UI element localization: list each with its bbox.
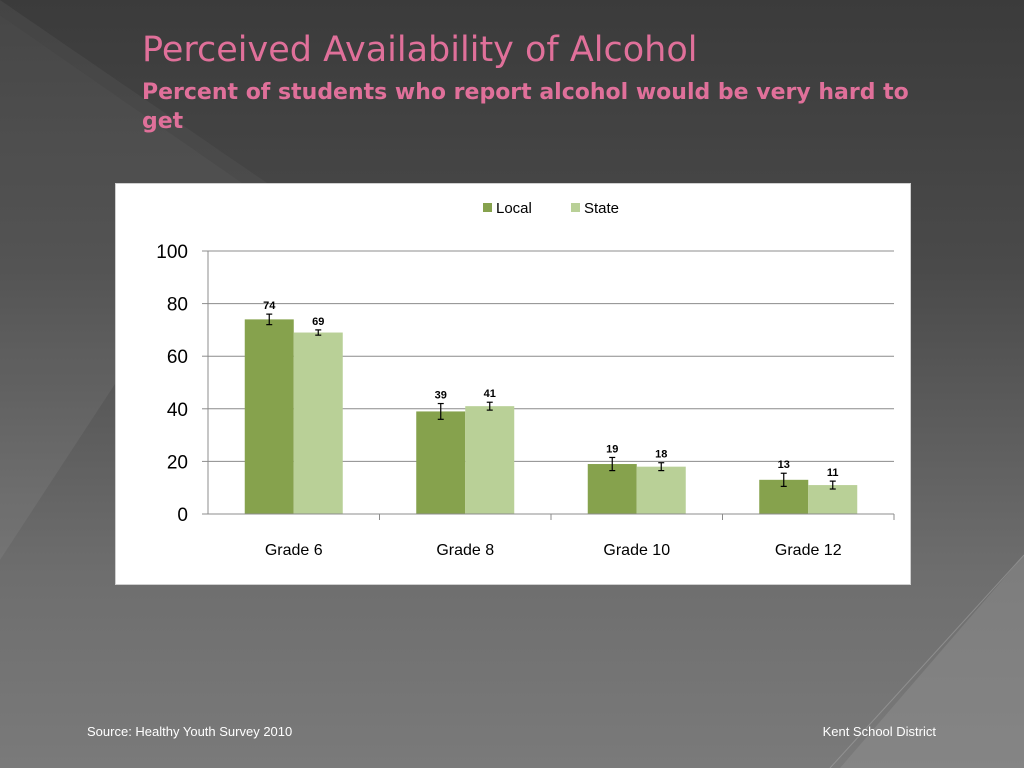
error-bar-state	[658, 462, 665, 472]
bar-local	[587, 464, 637, 514]
error-bar-local	[437, 402, 444, 420]
slide-title: Perceived Availability of Alcohol	[142, 30, 698, 70]
x-tick-label: Grade 8	[436, 542, 494, 559]
data-label: 41	[484, 388, 496, 400]
bar-state	[808, 485, 858, 514]
y-tick-label: 80	[167, 295, 188, 316]
error-bar-state	[315, 329, 322, 336]
error-bar-local	[780, 472, 787, 487]
error-bar-local	[266, 313, 273, 326]
y-tick-label: 0	[177, 505, 188, 526]
data-label: 11	[827, 467, 839, 479]
bar-chart: 0 20 40 60 80 100 Grade 6 74 69 Grade 8 39 41 Grade …	[156, 200, 895, 559]
bar-local	[416, 411, 466, 514]
y-tick-label: 40	[167, 400, 188, 421]
error-bar-state	[486, 401, 493, 411]
x-tick-label: Grade 10	[603, 542, 670, 559]
data-label: 13	[778, 459, 790, 471]
y-tick-label: 100	[156, 242, 188, 263]
data-label: 39	[435, 390, 447, 402]
legend-swatch-state	[571, 203, 580, 212]
legend-swatch-local	[483, 203, 492, 212]
bar-local	[244, 319, 294, 514]
y-tick-label: 60	[167, 347, 188, 368]
x-tick-label: Grade 12	[775, 542, 842, 559]
data-label: 18	[655, 449, 667, 461]
y-tick-label: 20	[167, 452, 188, 473]
data-label: 74	[263, 300, 276, 312]
slide-subtitle: Percent of students who report alcohol w…	[142, 80, 909, 134]
bar-state	[636, 466, 686, 514]
bar-state	[465, 406, 515, 514]
organization-name: Kent School District	[822, 724, 936, 739]
chart-panel: 0 20 40 60 80 100 Grade 6 74 69 Grade 8 39 41 Grade …	[115, 183, 911, 585]
error-bar-local	[609, 456, 616, 472]
bar-state	[293, 332, 343, 514]
legend-label-state: State	[584, 200, 619, 217]
data-label: 19	[606, 443, 618, 455]
source-note: Source: Healthy Youth Survey 2010	[87, 724, 293, 739]
legend-label-local: Local	[496, 200, 532, 217]
x-tick-label: Grade 6	[265, 542, 323, 559]
error-bar-state	[829, 480, 836, 490]
data-label: 69	[312, 316, 324, 328]
